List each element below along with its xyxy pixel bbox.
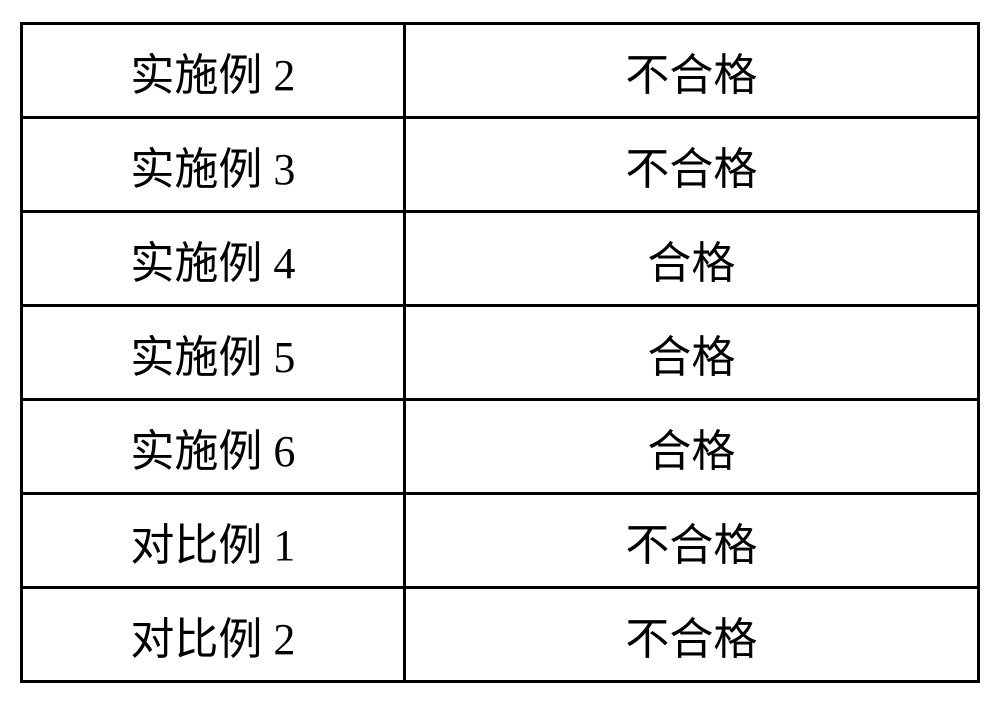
- cell-result: 不合格: [404, 494, 978, 588]
- cell-result: 不合格: [404, 588, 978, 682]
- cell-label: 实施例 5: [22, 306, 405, 400]
- cell-label: 实施例 2: [22, 24, 405, 118]
- table-row: 对比例 2 不合格: [22, 588, 979, 682]
- cell-label: 实施例 6: [22, 400, 405, 494]
- cell-label: 实施例 3: [22, 118, 405, 212]
- cell-result: 不合格: [404, 24, 978, 118]
- cell-result: 合格: [404, 306, 978, 400]
- cell-label: 实施例 4: [22, 212, 405, 306]
- cell-result: 合格: [404, 212, 978, 306]
- cell-label: 对比例 2: [22, 588, 405, 682]
- table-row: 实施例 5 合格: [22, 306, 979, 400]
- cell-result: 不合格: [404, 118, 978, 212]
- table-row: 实施例 4 合格: [22, 212, 979, 306]
- table-row: 实施例 3 不合格: [22, 118, 979, 212]
- cell-result: 合格: [404, 400, 978, 494]
- table-row: 实施例 6 合格: [22, 400, 979, 494]
- cell-label: 对比例 1: [22, 494, 405, 588]
- table-row: 实施例 2 不合格: [22, 24, 979, 118]
- table-row: 对比例 1 不合格: [22, 494, 979, 588]
- results-table-container: 实施例 2 不合格 实施例 3 不合格 实施例 4 合格 实施例 5 合格 实施…: [20, 22, 980, 683]
- results-table: 实施例 2 不合格 实施例 3 不合格 实施例 4 合格 实施例 5 合格 实施…: [20, 22, 980, 683]
